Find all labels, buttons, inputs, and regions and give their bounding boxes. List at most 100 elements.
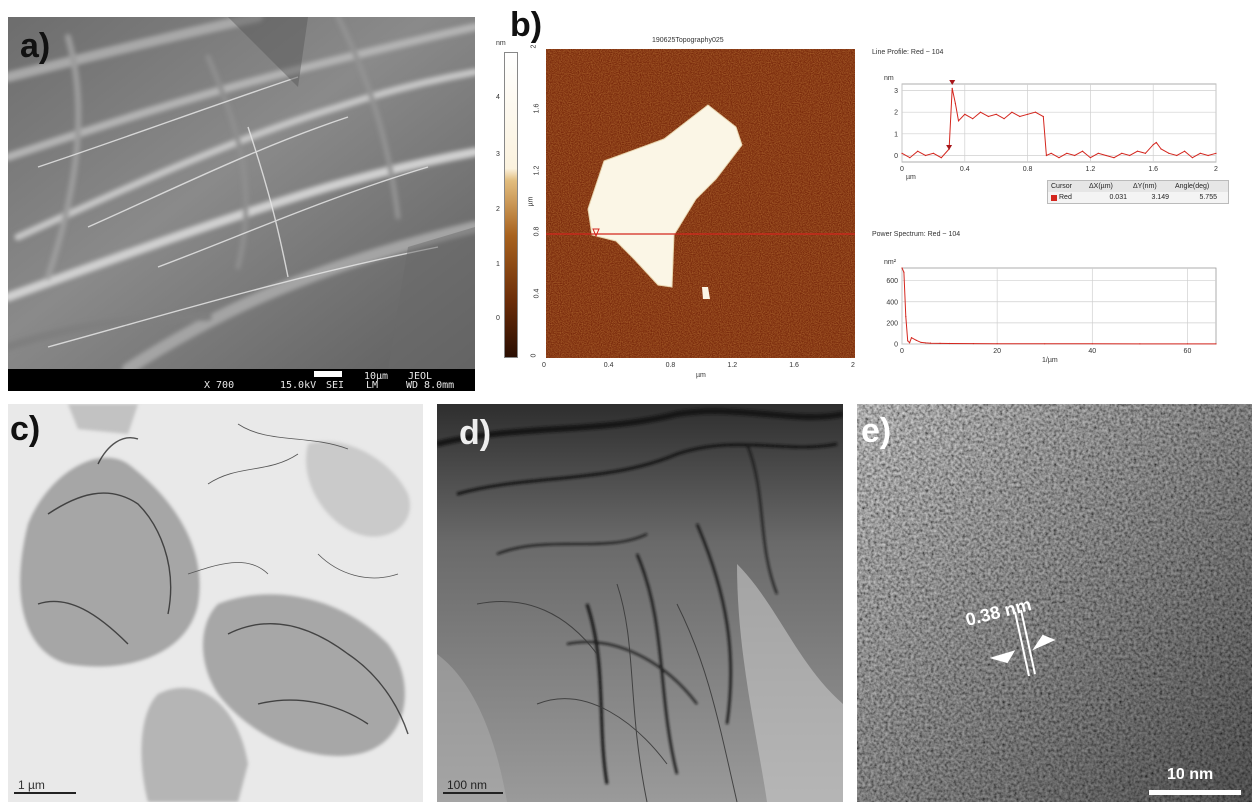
y-tick-label: 400 bbox=[886, 299, 898, 306]
data-point bbox=[964, 113, 966, 115]
x-tick-label: 2 bbox=[1214, 166, 1218, 173]
x-tick-label: 1.6 bbox=[1148, 166, 1158, 173]
data-point bbox=[1155, 141, 1157, 144]
x-tick-label: 40 bbox=[1088, 348, 1096, 355]
afm-y-tick-label: 0 bbox=[530, 353, 538, 358]
y-tick-label: 200 bbox=[886, 320, 898, 327]
panel-c-tem: 1 µm c) bbox=[8, 404, 423, 802]
scale-bar-c bbox=[14, 792, 76, 794]
data-point bbox=[951, 87, 953, 89]
data-point bbox=[954, 102, 956, 105]
sem-scale-text: 10µm bbox=[364, 371, 389, 382]
colorbar-tick-2: 2 bbox=[496, 206, 500, 213]
tem-image-high-mag bbox=[437, 404, 843, 802]
data-point bbox=[1058, 157, 1060, 159]
afm-x-tick-label: 0 bbox=[542, 362, 546, 369]
data-point bbox=[939, 342, 941, 344]
afm-x-tick-label: 2 bbox=[851, 362, 855, 369]
angle-header: Angle(deg) bbox=[1175, 183, 1210, 190]
afm-topography-image bbox=[546, 49, 855, 358]
data-point bbox=[920, 341, 922, 344]
x-tick-label: 0.4 bbox=[960, 166, 970, 173]
data-point bbox=[1160, 148, 1162, 150]
data-point bbox=[1207, 154, 1209, 157]
y-tick-label: 2 bbox=[894, 110, 898, 117]
cursor-name: Red bbox=[1048, 194, 1086, 201]
y-unit-label: nm² bbox=[884, 259, 897, 266]
sem-maker: JEOL bbox=[408, 371, 433, 382]
data-point bbox=[932, 152, 934, 154]
scale-label-c: 1 µm bbox=[18, 778, 45, 792]
colorbar-tick-1: 1 bbox=[496, 261, 500, 268]
data-point bbox=[903, 271, 905, 273]
data-point bbox=[972, 342, 974, 345]
data-point bbox=[1191, 157, 1194, 159]
panel-label-e: e) bbox=[861, 412, 892, 450]
data-point bbox=[1081, 150, 1084, 152]
y-tick-label: 0 bbox=[894, 153, 898, 160]
data-point bbox=[1105, 154, 1107, 157]
data-point bbox=[1074, 154, 1076, 157]
afm-y-tick-label: 1.6 bbox=[533, 103, 541, 114]
angle-value: 5.755 bbox=[1199, 194, 1217, 201]
data-point bbox=[957, 120, 960, 122]
afm-y-tick-label: 0.8 bbox=[533, 227, 541, 237]
line-profile-chart: 0 0.4 0.8 1.2 1.6 2 3 2 1 0 nm µm bbox=[884, 75, 1218, 181]
sem-kv: 15.0kV bbox=[280, 380, 317, 391]
panel-label-d: d) bbox=[459, 414, 492, 452]
arrow-right-icon bbox=[1032, 634, 1056, 651]
x-tick-label: 20 bbox=[993, 348, 1001, 355]
x-tick-label: 60 bbox=[1184, 348, 1192, 355]
data-point bbox=[1042, 115, 1044, 118]
graphene-flake bbox=[587, 104, 743, 288]
data-point bbox=[915, 339, 917, 341]
plot-area bbox=[901, 83, 1217, 163]
data-point bbox=[1152, 144, 1154, 146]
data-point bbox=[995, 113, 997, 115]
arrow-left-icon bbox=[989, 650, 1016, 664]
y-tick-label: 600 bbox=[886, 278, 898, 285]
y-tick-label: 0 bbox=[894, 342, 898, 349]
data-point bbox=[996, 343, 998, 345]
data-point bbox=[1184, 150, 1186, 152]
data-point bbox=[1091, 343, 1093, 345]
data-point bbox=[972, 118, 974, 120]
data-point bbox=[909, 157, 911, 159]
power-spectrum-chart: 0 20 40 60 600 400 200 0 nm² 1/µm bbox=[884, 259, 1217, 364]
panel-b-afm: b) nm 4 3 2 1 0 190625Topography025 µm 2… bbox=[490, 0, 1252, 392]
cursor-marker-top bbox=[949, 80, 956, 85]
afm-x-tick-label: 0.8 bbox=[665, 362, 676, 369]
afm-y-axis-label: µm bbox=[527, 196, 535, 207]
data-point bbox=[1089, 157, 1091, 159]
colorbar-tick-0: 0 bbox=[496, 315, 500, 322]
afm-image-title: 190625Topography025 bbox=[652, 37, 724, 44]
data-point bbox=[1027, 113, 1029, 115]
sem-lm: LM bbox=[366, 380, 379, 391]
sem-scale-bar bbox=[314, 371, 342, 377]
x-unit-label: 1/µm bbox=[1042, 357, 1058, 364]
sem-wd: WD 8.0mm bbox=[406, 380, 455, 391]
data-point bbox=[1215, 152, 1217, 154]
afm-colorbar bbox=[504, 52, 518, 358]
afm-y-tick-label: 1.2 bbox=[533, 165, 541, 175]
colorbar-tick-3: 3 bbox=[496, 151, 500, 158]
plot-area bbox=[901, 267, 1217, 345]
data-point bbox=[909, 342, 911, 344]
data-point bbox=[940, 157, 942, 159]
sem-image bbox=[8, 17, 475, 369]
data-point bbox=[1136, 150, 1139, 152]
hrtem-lattice-image bbox=[857, 404, 1252, 802]
data-point bbox=[1139, 343, 1141, 345]
data-point bbox=[917, 150, 919, 152]
x-tick-label: 0 bbox=[900, 348, 904, 355]
red-swatch bbox=[1051, 194, 1057, 201]
data-point bbox=[1215, 343, 1217, 345]
cursor-header: Cursor bbox=[1051, 183, 1073, 190]
data-point bbox=[1034, 111, 1037, 113]
panel-d-tem: 100 nm d) bbox=[437, 404, 843, 802]
panel-label-b: b) bbox=[510, 6, 543, 44]
sem-mode: SEI bbox=[326, 380, 345, 391]
colorbar-tick-4: 4 bbox=[496, 94, 500, 101]
data-point bbox=[979, 111, 982, 113]
panel-a-sem: 10µm JEOL X 700 15.0kV SEI LM WD 8.0mm a… bbox=[8, 17, 475, 391]
